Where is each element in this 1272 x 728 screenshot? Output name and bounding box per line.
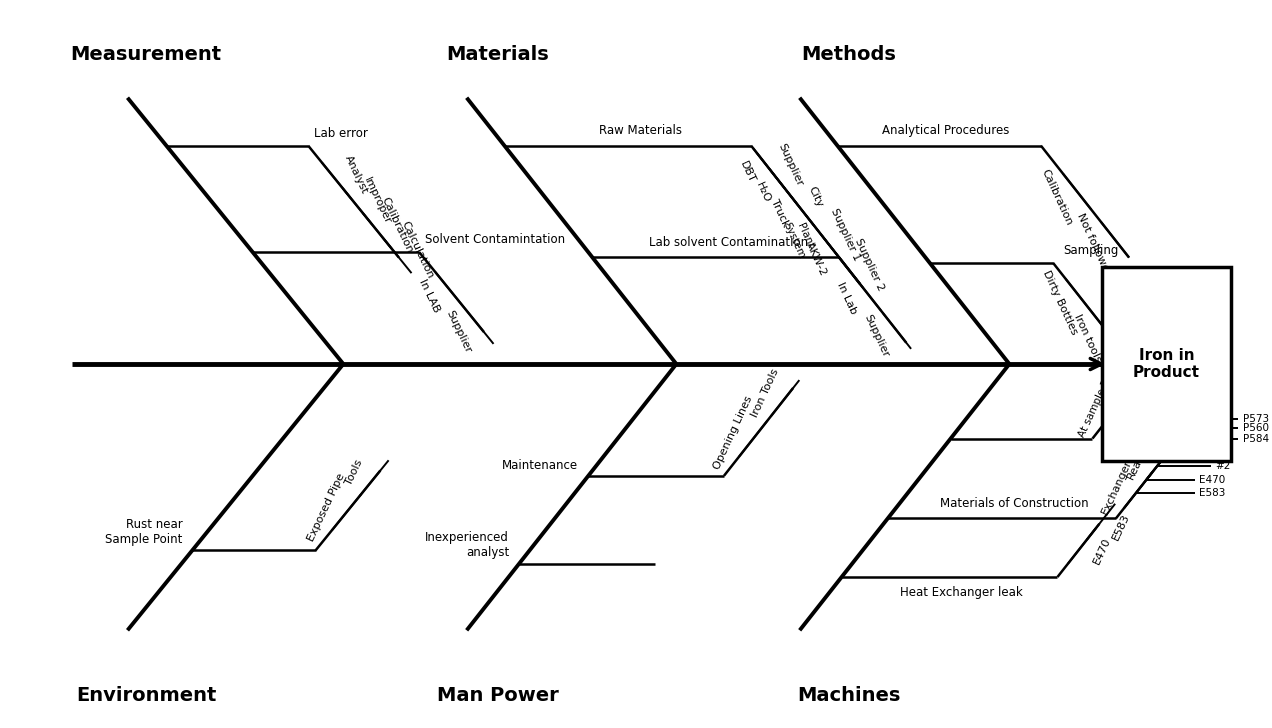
Text: E583: E583 <box>1110 513 1132 542</box>
Text: At reactor: At reactor <box>1114 334 1145 386</box>
Text: Iron in
Product: Iron in Product <box>1133 348 1199 380</box>
Text: DBT: DBT <box>738 159 757 184</box>
Text: Analyst: Analyst <box>343 154 370 196</box>
Text: Calibration: Calibration <box>379 196 415 255</box>
Text: Sampling: Sampling <box>1063 244 1118 257</box>
Text: Pipes: Pipes <box>1177 381 1198 412</box>
Text: Exposed Pipe: Exposed Pipe <box>305 471 346 542</box>
Text: Inexperienced
analyst: Inexperienced analyst <box>425 531 509 559</box>
Text: In: In <box>1180 381 1191 392</box>
Text: E470: E470 <box>1091 537 1113 566</box>
Text: P573: P573 <box>1243 414 1269 424</box>
Text: At sample Point: At sample Point <box>1077 360 1121 439</box>
Text: Lab solvent Contamination: Lab solvent Contamination <box>649 236 808 249</box>
Text: Materials of Construction: Materials of Construction <box>940 496 1089 510</box>
Text: P560: P560 <box>1243 424 1268 433</box>
Text: P584: P584 <box>1243 434 1269 444</box>
Text: In Lab: In Lab <box>834 280 859 315</box>
Text: Supplier: Supplier <box>445 309 473 355</box>
Text: Heat Exchanger leak: Heat Exchanger leak <box>901 585 1023 598</box>
Text: Out: Out <box>1187 391 1207 401</box>
Text: Lab error: Lab error <box>314 127 368 140</box>
Text: Tools: Tools <box>343 458 364 487</box>
Text: Rusty Pipes: Rusty Pipes <box>1103 420 1170 433</box>
Text: Supplier: Supplier <box>862 313 890 359</box>
Text: Reactors: Reactors <box>1126 432 1155 481</box>
Text: E583: E583 <box>1199 488 1225 498</box>
Text: E470: E470 <box>1199 475 1225 485</box>
Text: Calibration: Calibration <box>1039 167 1074 226</box>
Text: Materials: Materials <box>446 45 550 64</box>
Text: Opening Lines: Opening Lines <box>712 395 754 472</box>
Text: Machines: Machines <box>798 686 901 705</box>
Text: H₂O: H₂O <box>754 181 772 205</box>
Text: Iron Tools: Iron Tools <box>749 367 781 419</box>
Text: Dirty Bottles: Dirty Bottles <box>1040 269 1079 336</box>
Text: Measurement: Measurement <box>70 45 221 64</box>
Text: Iron tools: Iron tools <box>1072 312 1103 364</box>
Text: Supplier 2: Supplier 2 <box>854 237 885 293</box>
Text: Environment: Environment <box>76 686 216 705</box>
Text: Improper: Improper <box>361 175 393 226</box>
Text: Pumps: Pumps <box>1152 405 1178 444</box>
FancyBboxPatch shape <box>1102 267 1231 461</box>
Text: Supplier 1: Supplier 1 <box>829 207 861 262</box>
Text: Exchangers: Exchangers <box>1100 454 1136 516</box>
Text: City: City <box>806 185 826 209</box>
Text: #2: #2 <box>1215 461 1230 471</box>
Text: Supplier: Supplier <box>777 142 805 188</box>
Text: Not followed: Not followed <box>1076 211 1114 279</box>
Text: Analytical Procedures: Analytical Procedures <box>881 124 1009 137</box>
Text: Calculation: Calculation <box>399 219 435 280</box>
Text: Truck: Truck <box>770 198 791 229</box>
Text: #3: #3 <box>1215 448 1230 458</box>
Text: Raw Materials: Raw Materials <box>599 124 682 137</box>
Text: In LAB: In LAB <box>417 277 441 314</box>
Text: Plant
System: Plant System <box>782 216 818 261</box>
Text: Rust near
Sample Point: Rust near Sample Point <box>106 518 182 546</box>
Text: Solvent Contamintation: Solvent Contamintation <box>425 234 566 246</box>
Text: AKW-2: AKW-2 <box>804 240 828 277</box>
Text: Methods: Methods <box>801 45 897 64</box>
Text: Maintenance: Maintenance <box>502 459 579 472</box>
Text: Man Power: Man Power <box>436 686 558 705</box>
